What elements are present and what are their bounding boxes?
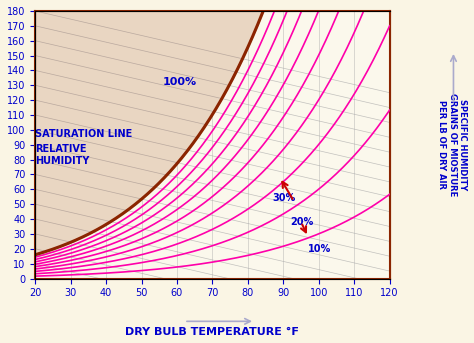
Text: SATURATION LINE: SATURATION LINE — [35, 129, 132, 139]
Text: 30%: 30% — [273, 193, 296, 203]
Y-axis label: SPECIFIC HUMIDITY
GRAINS OF MIOSTURE
PER LB OF DRY AIR: SPECIFIC HUMIDITY GRAINS OF MIOSTURE PER… — [437, 93, 467, 196]
Text: 100%: 100% — [163, 77, 197, 87]
Text: RELATIVE
HUMIDITY: RELATIVE HUMIDITY — [35, 144, 90, 166]
Text: 10%: 10% — [308, 244, 331, 254]
Text: 20%: 20% — [291, 217, 314, 227]
Text: DRY BULB TEMPERATURE °F: DRY BULB TEMPERATURE °F — [126, 327, 300, 337]
